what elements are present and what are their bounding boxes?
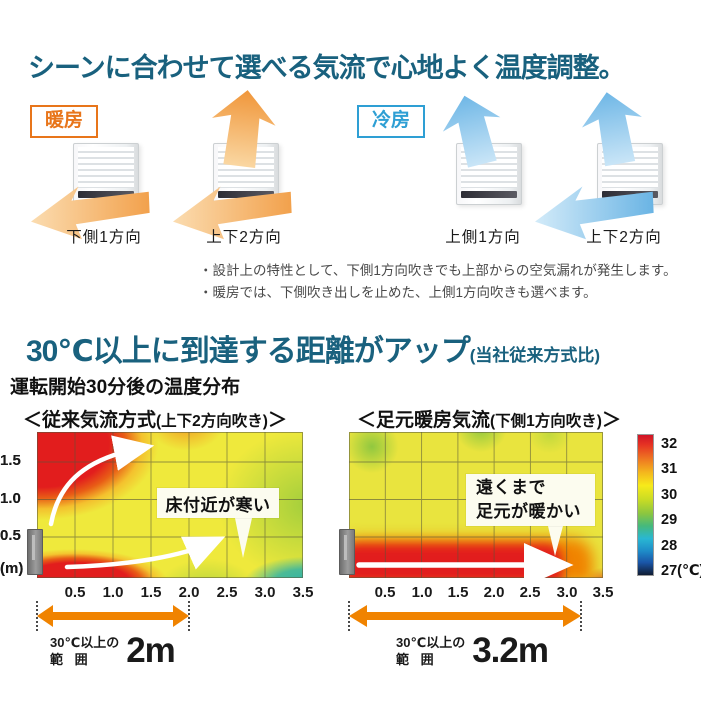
airflow-section: 暖房 冷房 下側1方向 上下: [0, 90, 701, 310]
annotation-cold-floor: 床付近が寒い: [157, 488, 279, 518]
heatmap-conventional: 床付近が寒い: [27, 432, 303, 578]
range-label-right: 30℃以上の 範 囲 3.2m: [396, 631, 549, 671]
heating-mode-updown: 上下2方向: [173, 90, 314, 270]
cooling-badge: 冷房: [357, 105, 426, 138]
chart-title-right-main: ＜足元暖房気流: [357, 410, 491, 431]
section-heading-text: 30℃以上に到達する距離がアップ: [26, 335, 471, 368]
chart-title-left-close: ＞: [267, 410, 287, 431]
range-label-line2: 範 囲: [396, 651, 438, 667]
x-tick: 2.0: [178, 584, 200, 601]
range-guide: [188, 601, 190, 631]
chart-title-left: ＜従来気流方式(上下2方向吹き)＞: [23, 405, 287, 432]
cool-up-arrow-icon: [582, 92, 642, 167]
chart-title-right-close: ＞: [601, 410, 621, 431]
ac-unit: [213, 143, 279, 205]
chart-title-left-main: ＜従来気流方式: [23, 410, 157, 431]
cool-down-arrow-icon: [535, 186, 654, 240]
mode-caption: 上下2方向: [206, 229, 282, 246]
x-tick: 2.5: [216, 584, 238, 601]
range-value: 3.2m: [472, 631, 549, 670]
callout-tail: [235, 518, 252, 558]
x-axis-right: 0.5 1.0 1.5 2.0 2.5 3.0 3.5: [349, 584, 614, 604]
callout-tail: [548, 526, 563, 556]
x-tick: 0.5: [64, 584, 86, 601]
charts-section: ＜従来気流方式(上下2方向吹き)＞ ＜足元暖房気流(下側1方向吹き)＞: [0, 400, 701, 700]
heatmap-foot-warming: 遠くまで 足元が暖かい: [339, 432, 603, 578]
range-label-left: 30℃以上の 範 囲 2m: [50, 631, 176, 671]
range-guide: [580, 601, 582, 631]
cool-up-arrow-icon: [442, 95, 501, 168]
y-tick: 0.5: [0, 527, 21, 544]
airflow-path-arrows: [48, 435, 252, 570]
colorbar-label: 32: [661, 436, 678, 452]
y-tick: 1.0: [0, 490, 21, 507]
x-axis-left: 0.5 1.0 1.5 2.0 2.5 3.0 3.5: [37, 584, 314, 604]
section-subtitle: 運転開始30分後の温度分布: [10, 377, 241, 398]
colorbar-label: 27(℃): [661, 563, 701, 579]
notes: ・設計上の特性として、下側1方向吹きでも上部からの空気漏れが発生します。 ・暖房…: [199, 260, 677, 305]
note-line: ・暖房では、下側吹き出しを止めた、上側1方向吹きも選べます。: [199, 285, 597, 301]
section-heading: 30℃以上に到達する距離がアップ(当社従来方式比): [26, 326, 600, 370]
y-tick: 1.5: [0, 452, 21, 469]
mode-caption: 上下2方向: [586, 229, 662, 246]
section-heading-note: (当社従来方式比): [469, 346, 601, 365]
colorbar-label: 30: [661, 487, 678, 503]
y-tick: 0.5: [0, 527, 21, 544]
airflow-path-arrows: [356, 526, 574, 578]
range-label-line1: 30℃以上の: [396, 635, 466, 650]
range-value: 2m: [126, 631, 176, 670]
range-label-line1: 30℃以上の: [50, 635, 120, 650]
x-tick: 0.5: [374, 584, 396, 601]
note-line: ・設計上の特性として、下側1方向吹きでも上部からの空気漏れが発生します。: [199, 263, 677, 278]
heating-badge: 暖房: [30, 105, 99, 138]
range-arrow-right: [349, 605, 581, 627]
annotation-line: 遠くまで: [476, 478, 546, 497]
cooling-mode-up: 上側1方向: [413, 95, 553, 270]
chart-title-right-sub: (下側1方向吹き): [490, 413, 602, 430]
colorbar-label: 28: [661, 538, 678, 554]
x-tick: 1.0: [102, 584, 124, 601]
range-label-line2: 範 囲: [50, 651, 92, 667]
x-tick: 2.5: [519, 584, 541, 601]
mode-caption: 上側1方向: [445, 229, 521, 246]
temperature-colorbar: [637, 434, 654, 576]
page-title: シーンに合わせて選べる気流で心地よく温度調整。: [28, 53, 626, 83]
x-tick: 1.5: [140, 584, 162, 601]
chart-title-right: ＜足元暖房気流(下側1方向吹き)＞: [357, 405, 621, 432]
y-tick: 1.0: [0, 490, 21, 507]
annotation-warm-feet: 遠くまで 足元が暖かい: [466, 474, 595, 526]
y-unit: (m): [0, 560, 24, 577]
x-tick: 3.5: [592, 584, 614, 601]
x-tick: 2.0: [483, 584, 505, 601]
heater-unit-side: [339, 529, 355, 575]
cooling-mode-updown: 上下2方向: [535, 92, 694, 270]
warm-down-arrow-icon: [173, 186, 292, 240]
x-tick: 3.0: [254, 584, 276, 601]
mode-caption: 下側1方向: [66, 229, 142, 246]
x-tick: 1.0: [411, 584, 433, 601]
warm-down-arrow-icon: [31, 186, 150, 240]
x-tick: 1.5: [447, 584, 469, 601]
range-arrow-left: [37, 605, 189, 627]
colorbar-label: 29: [661, 512, 678, 528]
x-tick: 3.5: [292, 584, 314, 601]
warm-up-arrow-icon: [211, 90, 276, 168]
y-tick: 1.5: [0, 452, 21, 469]
chart-title-left-sub: (上下2方向吹き): [156, 413, 268, 430]
heater-unit-side: [27, 529, 43, 575]
x-tick: 3.0: [556, 584, 578, 601]
colorbar-label: 31: [661, 461, 678, 477]
annotation-line: 足元が暖かい: [476, 502, 581, 521]
heating-mode-down: 下側1方向: [31, 135, 174, 270]
y-unit: (m): [0, 560, 24, 577]
